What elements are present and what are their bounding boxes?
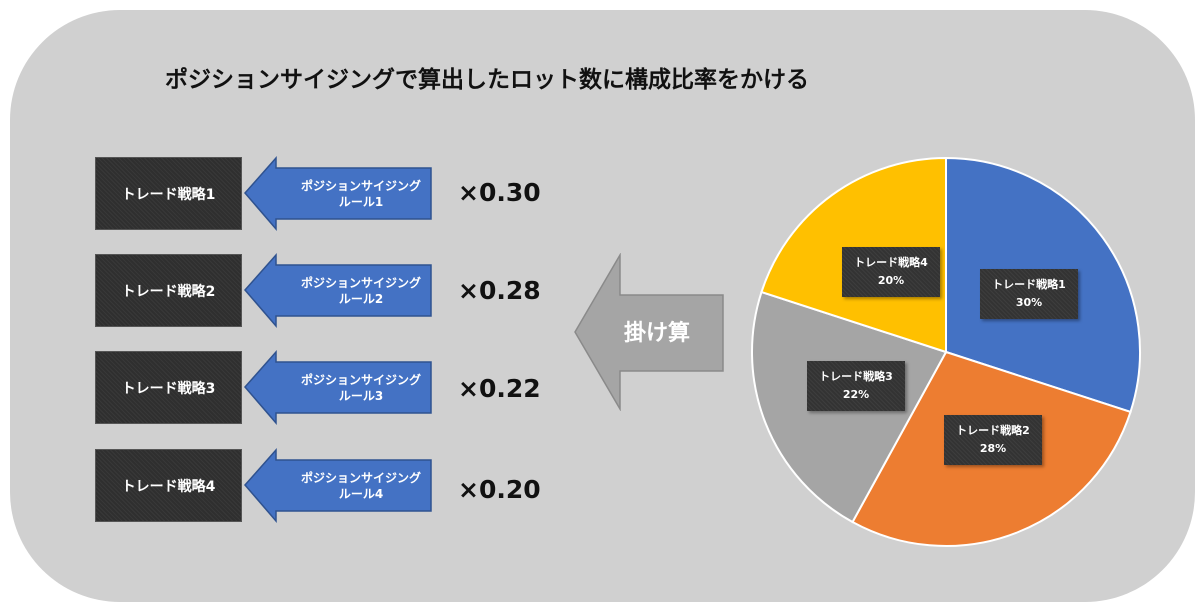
pie-label-percent: 30% (1015, 296, 1043, 309)
left-arrow-icon (244, 350, 432, 425)
left-arrow-icon (244, 156, 432, 231)
strategy-box-1: トレード戦略1 (95, 157, 242, 230)
multiplier-2: ×0.28 (458, 275, 541, 305)
rule-arrow-4: ポジションサイジング ルール4 (243, 448, 433, 523)
rule-label-line2: ルール4 (338, 486, 384, 501)
pie-label-category: トレード戦略1 (992, 278, 1066, 291)
multiplier-3: ×0.22 (458, 373, 541, 403)
rule-label-line2: ルール3 (338, 388, 384, 403)
rule-arrow-1: ポジションサイジング ルール1 (243, 156, 433, 231)
strategy-box-4: トレード戦略4 (95, 449, 242, 522)
rule-label-line2: ルール1 (338, 194, 384, 209)
multiply-arrow: 掛け算 (573, 253, 725, 411)
page-title: ポジションサイジングで算出したロット数に構成比率をかける (165, 67, 809, 93)
strategy-box-2: トレード戦略2 (95, 254, 242, 327)
rule-arrow-3: ポジションサイジング ルール3 (243, 350, 433, 425)
rule-label-line1: ポジションサイジング (300, 372, 421, 387)
rule-label-line2: ルール2 (338, 291, 384, 306)
pie-data-label-1: トレード戦略1 30% (980, 269, 1078, 319)
pie-data-label-3: トレード戦略3 22% (807, 361, 905, 411)
multiply-label: 掛け算 (623, 321, 690, 346)
strategy-box-3: トレード戦略3 (95, 351, 242, 424)
multiplier-1: ×0.30 (458, 177, 541, 207)
left-arrow-icon (244, 253, 432, 328)
pie-label-percent: 28% (979, 442, 1007, 455)
pie-label-percent: 20% (877, 274, 905, 287)
pie-data-label-2: トレード戦略2 28% (944, 415, 1042, 465)
pie-label-category: トレード戦略4 (854, 256, 928, 269)
big-left-arrow-icon (574, 253, 724, 411)
rule-label-4: ポジションサイジング ルール4 (291, 448, 431, 523)
rule-label-1: ポジションサイジング ルール1 (291, 156, 431, 231)
left-arrow-icon (244, 448, 432, 523)
rule-label-2: ポジションサイジング ルール2 (291, 253, 431, 328)
rule-arrow-2: ポジションサイジング ルール2 (243, 253, 433, 328)
rule-label-line1: ポジションサイジング (300, 178, 421, 193)
pie-label-percent: 22% (842, 388, 870, 401)
rule-label-3: ポジションサイジング ルール3 (291, 350, 431, 425)
pie-label-category: トレード戦略2 (956, 424, 1030, 437)
multiplier-4: ×0.20 (458, 474, 541, 504)
pie-data-label-4: トレード戦略4 20% (842, 247, 940, 297)
rule-label-line1: ポジションサイジング (300, 470, 421, 485)
pie-label-category: トレード戦略3 (819, 370, 893, 383)
rule-label-line1: ポジションサイジング (300, 275, 421, 290)
